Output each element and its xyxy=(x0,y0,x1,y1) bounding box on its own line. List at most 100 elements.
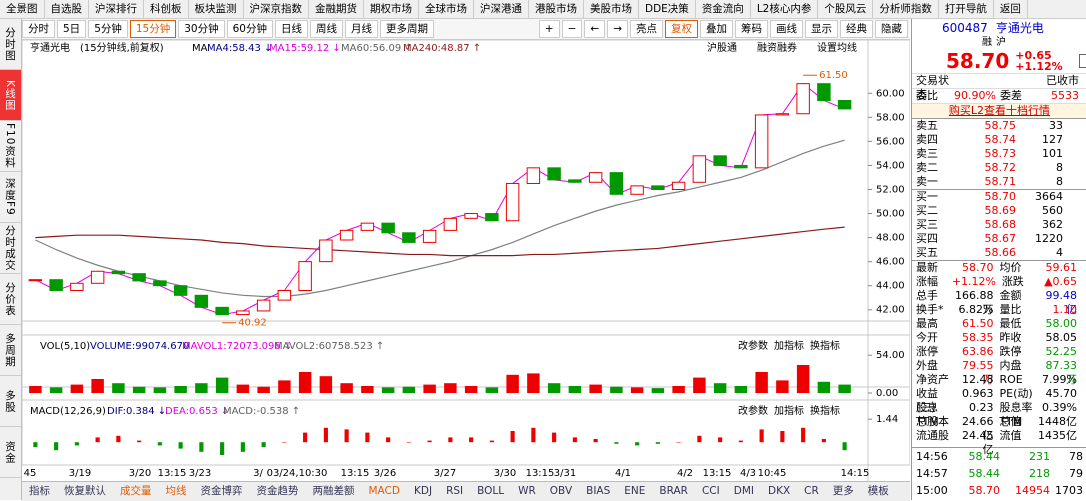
header-button: 沪股通 xyxy=(707,41,737,54)
bar xyxy=(801,427,806,443)
indicator-tab[interactable]: CR xyxy=(804,485,819,497)
bar xyxy=(132,386,146,393)
y-tick-label: 46.00 xyxy=(876,257,905,268)
menu-item[interactable]: 自选股 xyxy=(45,0,89,18)
tool-button[interactable]: 亮点 xyxy=(630,20,663,38)
menu-item[interactable]: 返回 xyxy=(994,0,1028,18)
buy-row: 买四 58.67 1220 xyxy=(912,232,1086,246)
menu-item[interactable]: 分析师指数 xyxy=(873,0,939,18)
bar xyxy=(593,439,598,443)
toolbar: 分时 5日 5分钟 15分钟 30分钟 60分钟 日线 周线 月线 更多周期 + − ← → 亮点 复权 叠加筹… xyxy=(22,19,910,40)
bar xyxy=(153,387,167,393)
side-tab[interactable]: 多股 xyxy=(0,376,21,427)
x-tick-label: 3/20 xyxy=(129,468,151,479)
indicator-tab[interactable]: 指标 xyxy=(29,485,50,497)
side-tab[interactable]: 分时成交 xyxy=(0,223,21,274)
period-button[interactable]: 日线 xyxy=(275,20,308,38)
side-tab[interactable]: 分价表 xyxy=(0,274,21,325)
bar xyxy=(278,380,291,393)
side-tab[interactable]: 资金 xyxy=(0,427,21,478)
menu-item[interactable]: 期权市场 xyxy=(364,0,419,18)
stock-name: 亨通光电 xyxy=(995,21,1044,35)
menu-item[interactable]: DDE决策 xyxy=(639,0,696,18)
bar xyxy=(651,388,665,393)
menu-item[interactable]: L2核心内参 xyxy=(751,0,819,18)
indicator-tab[interactable]: BRAR xyxy=(659,485,688,497)
bar xyxy=(240,442,245,452)
indicator-tab[interactable]: CCI xyxy=(701,485,720,497)
tool-button[interactable]: 复权 xyxy=(665,20,698,38)
menu-item[interactable]: 沪深京指数 xyxy=(244,0,309,18)
menu-item[interactable]: 个股风云 xyxy=(818,0,874,18)
indicator-tab[interactable]: DMI xyxy=(733,485,754,497)
period-button[interactable]: 30分钟 xyxy=(178,20,225,38)
indicator-tab[interactable]: 模板 xyxy=(867,485,889,497)
indicator-tab[interactable]: ENE xyxy=(624,485,646,497)
period-button[interactable]: 月线 xyxy=(345,20,378,38)
bar xyxy=(195,383,208,393)
indicator-tab[interactable]: KDJ xyxy=(413,485,433,497)
period-button[interactable]: 5分钟 xyxy=(88,20,128,38)
indicator-tab[interactable]: WR xyxy=(518,485,536,497)
period-button[interactable]: 15分钟 xyxy=(129,20,177,38)
side-tab[interactable]: 深度F9 xyxy=(0,172,21,223)
add-button[interactable] xyxy=(1078,54,1086,68)
menu-item[interactable]: 科创板 xyxy=(144,0,189,18)
menu-item[interactable]: 沪深排行 xyxy=(89,0,144,18)
x-tick-label: 03/24,10:30 xyxy=(267,468,328,479)
period-button[interactable]: 更多周期 xyxy=(380,20,434,38)
indicator-tab[interactable]: 恢复默认 xyxy=(64,485,106,497)
bar xyxy=(74,442,79,446)
menu-item[interactable]: 全景图 xyxy=(0,0,45,18)
side-tab[interactable]: 多周期 xyxy=(0,325,21,376)
period-button[interactable]: 5日 xyxy=(57,20,87,38)
side-tab[interactable]: K线图 xyxy=(0,70,21,121)
indicator-tab[interactable]: 两融差额 xyxy=(312,485,355,497)
period-button[interactable]: 周线 xyxy=(310,20,343,38)
sidebar: 分时图 K线图 F10资料 深度F9 分时成交 分价表 多周期 多股 资金 xyxy=(0,19,22,500)
tool-button[interactable]: 叠加 xyxy=(700,20,733,38)
tool-button[interactable]: 隐藏 xyxy=(875,20,908,38)
tool-button[interactable]: → xyxy=(607,20,628,38)
menu-item[interactable]: 港股市场 xyxy=(529,0,584,18)
ma-line xyxy=(35,226,845,257)
side-tab[interactable]: F10资料 xyxy=(0,121,21,172)
tool-button[interactable]: 经典 xyxy=(840,20,873,38)
level-price: 58.70 xyxy=(984,190,1017,203)
header-button: 融资融券 xyxy=(757,41,797,54)
tool-button[interactable]: 画线 xyxy=(770,20,803,38)
indicator-tab[interactable]: OBV xyxy=(549,485,573,497)
indicator-tab[interactable]: MACD xyxy=(368,485,400,497)
menu-item[interactable]: 美股市场 xyxy=(584,0,639,18)
period-button[interactable]: 60分钟 xyxy=(226,20,273,38)
menu-item[interactable]: 金融期货 xyxy=(309,0,364,18)
indicator-tab[interactable]: BOLL xyxy=(477,485,505,497)
menu-item[interactable]: 全球市场 xyxy=(419,0,474,18)
indicator-tab[interactable]: RSI xyxy=(446,485,464,497)
menu-item[interactable]: 板块监测 xyxy=(189,0,244,18)
indicator-tab[interactable]: 资金博弈 xyxy=(200,485,243,497)
menu-item[interactable]: 沪深港通 xyxy=(474,0,529,18)
indicator-tab[interactable]: 均线 xyxy=(165,485,187,497)
indicator-tab[interactable]: 更多 xyxy=(832,485,854,497)
y-tick-label: 48.00 xyxy=(876,233,905,244)
menu-item[interactable]: 打开导航 xyxy=(939,0,994,18)
side-tab[interactable]: 分时图 xyxy=(0,19,21,70)
candle xyxy=(817,83,831,101)
tool-button[interactable]: + xyxy=(538,20,560,38)
period-button[interactable]: 分时 xyxy=(22,20,55,38)
menu-item[interactable]: 资金流向 xyxy=(696,0,751,18)
bar xyxy=(630,387,644,393)
ma-value: MA60:56.09 ↑ xyxy=(341,43,413,54)
tool-button[interactable]: − xyxy=(561,20,583,38)
tool-button[interactable]: ← xyxy=(584,20,606,38)
l2-link[interactable]: 购买L2查看十档行情 xyxy=(912,103,1086,118)
tool-button[interactable]: 显示 xyxy=(805,20,838,38)
indicator-tab[interactable]: DKX xyxy=(767,485,791,497)
tool-button[interactable]: 筹码 xyxy=(735,20,768,38)
stat-cell: 换手* xyxy=(916,303,944,316)
indicator-tab[interactable]: BIAS xyxy=(586,485,611,497)
candle xyxy=(526,167,541,184)
indicator-tab[interactable]: 成交量 xyxy=(120,485,152,497)
indicator-tab[interactable]: 资金趋势 xyxy=(256,485,299,497)
